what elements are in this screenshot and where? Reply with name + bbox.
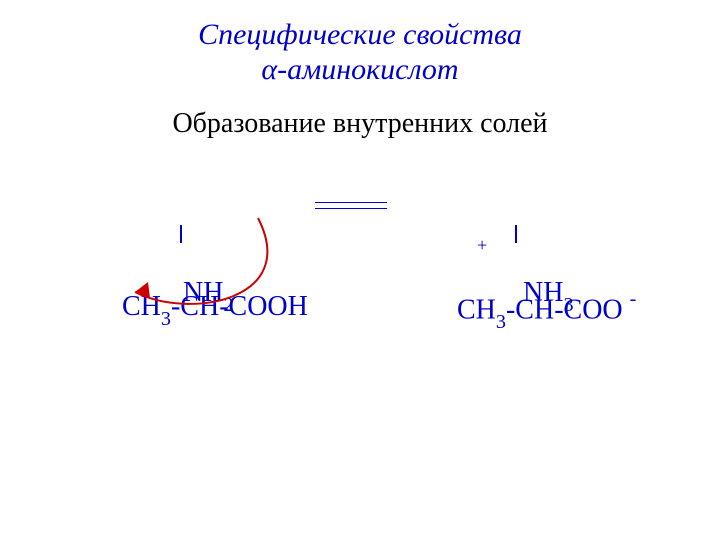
proton-transfer-arrow — [0, 0, 720, 540]
arrow-path — [135, 218, 267, 304]
slide: Специфические свойства α-аминокислот Обр… — [0, 0, 720, 540]
